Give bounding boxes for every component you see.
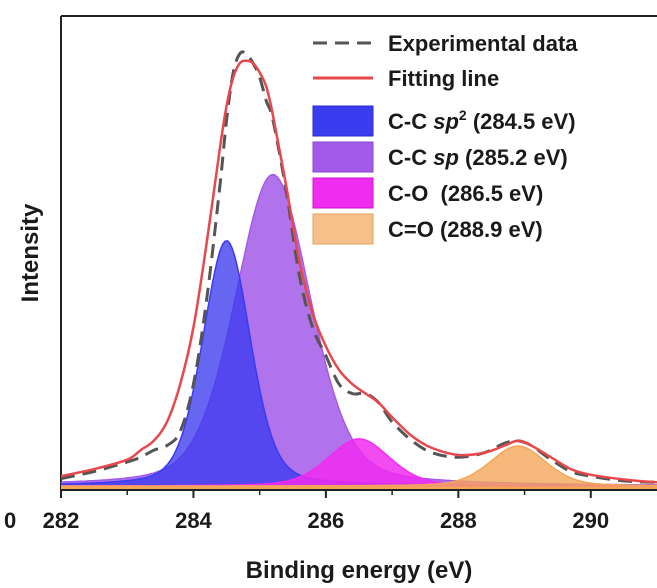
legend-label-c-eq-o: C=O (288.9 eV) [388,217,543,242]
legend-swatch-sp2 [312,105,374,137]
legend-sp2-suffix: (284.5 eV) [467,109,576,134]
legend-label-fitting: Fitting line [388,66,499,91]
fitting-line [61,59,657,484]
legend-label-co: C-O (286.5 eV) [388,181,543,206]
legend: Experimental data Fitting line C-C sp2 (… [312,31,578,245]
legend-label-experimental: Experimental data [388,31,578,56]
x-tick-label: 290 [572,508,609,533]
legend-sp2-italic: sp [433,109,459,134]
x-tick-label: 282 [43,508,80,533]
x-tick-label: 288 [440,508,477,533]
legend-swatch-sp [312,141,374,173]
legend-sp-italic: sp [433,145,459,170]
x-tick-label-fragment: 0 [4,508,16,533]
x-axis-title: Binding energy (eV) [246,557,473,584]
legend-sp2-prefix: C-C [388,109,433,134]
legend-swatch-co [312,177,374,209]
legend-swatch-c-eq-o [312,213,374,245]
peak-c-eq-o [61,445,657,489]
component-peaks [61,173,657,489]
legend-sp2-sup: 2 [459,107,467,123]
legend-sp-suffix: (285.2 eV) [459,145,568,170]
y-axis-title: Intensity [17,203,44,302]
x-tick-label: 284 [175,508,212,533]
legend-sp-prefix: C-C [388,145,433,170]
legend-label-sp: C-C sp (285.2 eV) [388,145,568,170]
x-ticks: 282 284 286 288 290 [43,490,609,533]
x-tick-label: 286 [308,508,345,533]
legend-label-sp2: C-C sp2 (284.5 eV) [388,107,576,134]
